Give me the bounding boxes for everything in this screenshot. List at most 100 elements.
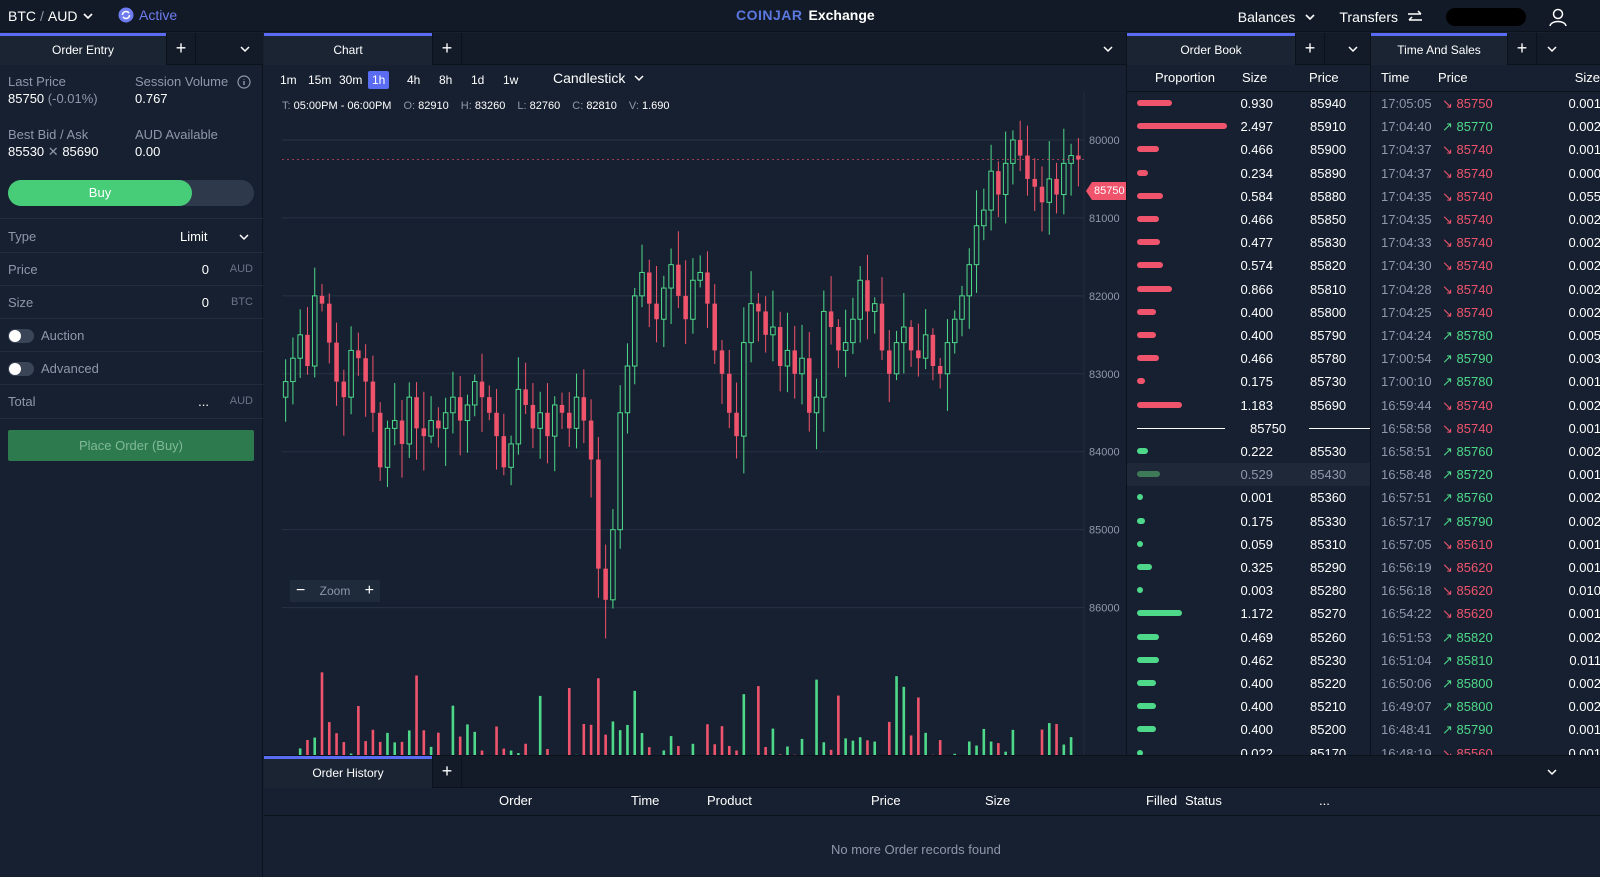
bid-row[interactable]: 0.462 85230 xyxy=(1127,649,1371,672)
time-sales-header: Time And Sales + xyxy=(1371,33,1600,65)
ask-row[interactable]: 0.477 85830 xyxy=(1127,231,1371,254)
add-panel-button[interactable]: + xyxy=(432,33,462,65)
zoom-out-button[interactable]: − xyxy=(296,582,306,599)
order-type-row[interactable]: Type Limit xyxy=(0,219,263,253)
col-time[interactable]: Time xyxy=(631,793,660,808)
ask-row[interactable]: 0.574 85820 xyxy=(1127,254,1371,277)
chevron-down-icon[interactable] xyxy=(1102,43,1114,55)
timeframe-15m[interactable]: 15m xyxy=(308,73,332,87)
auction-toggle[interactable] xyxy=(8,329,34,343)
ask-row[interactable]: 0.175 85730 xyxy=(1127,370,1371,393)
trade-time: 16:51:53 xyxy=(1381,629,1432,645)
user-icon[interactable] xyxy=(1548,7,1568,27)
bid-row[interactable]: 1.172 85270 xyxy=(1127,602,1371,625)
arrow-down-right-icon: ↘ xyxy=(1442,606,1453,622)
bid-row[interactable]: 0.003 85280 xyxy=(1127,579,1371,602)
advanced-toggle[interactable] xyxy=(8,362,34,376)
candle-body xyxy=(887,350,892,374)
chevron-down-icon[interactable] xyxy=(1546,43,1558,55)
timeframe-30m[interactable]: 30m xyxy=(339,73,363,87)
aud-available-value: 0.00 xyxy=(135,144,161,159)
ask-row[interactable]: 1.183 85690 xyxy=(1127,394,1371,417)
bid-row[interactable]: 0.400 85200 xyxy=(1127,718,1371,741)
candlestick-chart[interactable]: 8600085000840008300082000810008000012 PM… xyxy=(264,91,1126,755)
volume-bar xyxy=(546,749,549,755)
add-panel-button[interactable]: + xyxy=(166,33,196,65)
col-product[interactable]: Product xyxy=(707,793,752,808)
price-field-row[interactable]: Price 0 AUD xyxy=(0,253,263,286)
col-size[interactable]: Size xyxy=(985,793,1011,808)
size-input[interactable]: 0 xyxy=(201,295,209,310)
volume-bar xyxy=(349,753,353,755)
more-options-button[interactable]: ... xyxy=(1319,793,1330,808)
timeframe-1d[interactable]: 1d xyxy=(471,73,485,87)
ask-row[interactable]: 0.466 85900 xyxy=(1127,138,1371,161)
add-panel-button[interactable]: + xyxy=(432,756,462,788)
tab-order-entry[interactable]: Order Entry xyxy=(0,33,166,65)
col-status[interactable]: Status xyxy=(1185,793,1222,808)
col-filled[interactable]: Filled xyxy=(1146,793,1178,808)
bid-row[interactable]: 0.469 85260 xyxy=(1127,626,1371,649)
tab-order-history[interactable]: Order History xyxy=(264,756,432,788)
timeframe-1h[interactable]: 1h xyxy=(368,71,390,89)
add-panel-button[interactable]: + xyxy=(1507,33,1537,65)
order-price: 85530 xyxy=(1310,444,1347,459)
bid-row[interactable]: 0.325 85290 xyxy=(1127,556,1371,579)
order-size: 0.175 xyxy=(1240,513,1273,529)
trade-time: 16:59:44 xyxy=(1381,397,1432,413)
buy-sell-toggle[interactable]: Buy xyxy=(8,180,254,206)
info-icon[interactable] xyxy=(237,75,251,89)
buy-button[interactable]: Buy xyxy=(8,180,192,206)
timeframe-1m[interactable]: 1m xyxy=(280,73,297,87)
trade-price: 85620 xyxy=(1456,560,1493,575)
bid-row[interactable]: 0.175 85330 xyxy=(1127,510,1371,533)
proportion-bar xyxy=(1137,146,1159,153)
transfers-menu[interactable]: Transfers xyxy=(1339,9,1424,25)
ask-row[interactable]: 0.400 85790 xyxy=(1127,324,1371,347)
ask-row[interactable]: 0.466 85850 xyxy=(1127,208,1371,231)
add-panel-button[interactable]: + xyxy=(1295,33,1325,65)
col-order[interactable]: Order xyxy=(499,793,533,808)
ask-row[interactable]: 0.400 85800 xyxy=(1127,301,1371,324)
price-input[interactable]: 0 xyxy=(201,262,209,277)
ask-row[interactable]: 2.497 85910 xyxy=(1127,115,1371,138)
tab-time-and-sales[interactable]: Time And Sales xyxy=(1371,33,1507,65)
volume-bar xyxy=(451,705,455,755)
ask-row[interactable]: 0.584 85880 xyxy=(1127,185,1371,208)
tab-chart[interactable]: Chart xyxy=(264,33,432,65)
bid-row[interactable]: 0.059 85310 xyxy=(1127,533,1371,556)
pair-selector[interactable]: BTC / AUD xyxy=(8,8,95,24)
order-size: 0.175 xyxy=(1240,374,1273,390)
ask-row[interactable]: 0.234 85890 xyxy=(1127,162,1371,185)
candle-body xyxy=(661,287,667,320)
trade-price: 85760 xyxy=(1456,490,1493,506)
ask-row[interactable]: 0.466 85780 xyxy=(1127,347,1371,370)
balances-menu[interactable]: Balances xyxy=(1238,9,1318,25)
timeframe-8h[interactable]: 8h xyxy=(439,73,453,87)
zoom-in-button[interactable]: + xyxy=(364,582,374,599)
size-field-row[interactable]: Size 0 BTC xyxy=(0,286,263,319)
bid-row[interactable]: 0.400 85210 xyxy=(1127,695,1371,718)
bid-row[interactable]: 0.529 85430 xyxy=(1127,463,1371,487)
bid-row[interactable]: 0.222 85530 xyxy=(1127,440,1371,463)
tab-order-book[interactable]: Order Book xyxy=(1127,33,1295,65)
trade-row: 17:04:24 ↗ 85780 0.005 xyxy=(1371,324,1600,347)
chevron-down-icon[interactable] xyxy=(1546,766,1558,778)
volume-bar xyxy=(786,746,789,755)
volume-bar xyxy=(909,735,913,755)
aud-available-label: AUD Available xyxy=(135,127,218,142)
trade-time: 17:04:30 xyxy=(1381,258,1432,274)
place-order-button[interactable]: Place Order (Buy) xyxy=(8,430,254,461)
col-price[interactable]: Price xyxy=(871,793,901,808)
timeframe-4h[interactable]: 4h xyxy=(407,73,421,87)
chevron-down-icon[interactable] xyxy=(1347,43,1359,55)
ask-row[interactable]: 0.866 85810 xyxy=(1127,278,1371,301)
chart-type-select[interactable]: Candlestick xyxy=(553,70,645,86)
trade-time: 16:56:19 xyxy=(1381,560,1432,575)
candle-body xyxy=(893,342,900,375)
chevron-down-icon[interactable] xyxy=(239,43,251,55)
timeframe-1w[interactable]: 1w xyxy=(503,73,519,87)
bid-row[interactable]: 0.400 85220 xyxy=(1127,672,1371,695)
ask-row[interactable]: 0.930 85940 xyxy=(1127,92,1371,115)
bid-row[interactable]: 0.001 85360 xyxy=(1127,486,1371,509)
